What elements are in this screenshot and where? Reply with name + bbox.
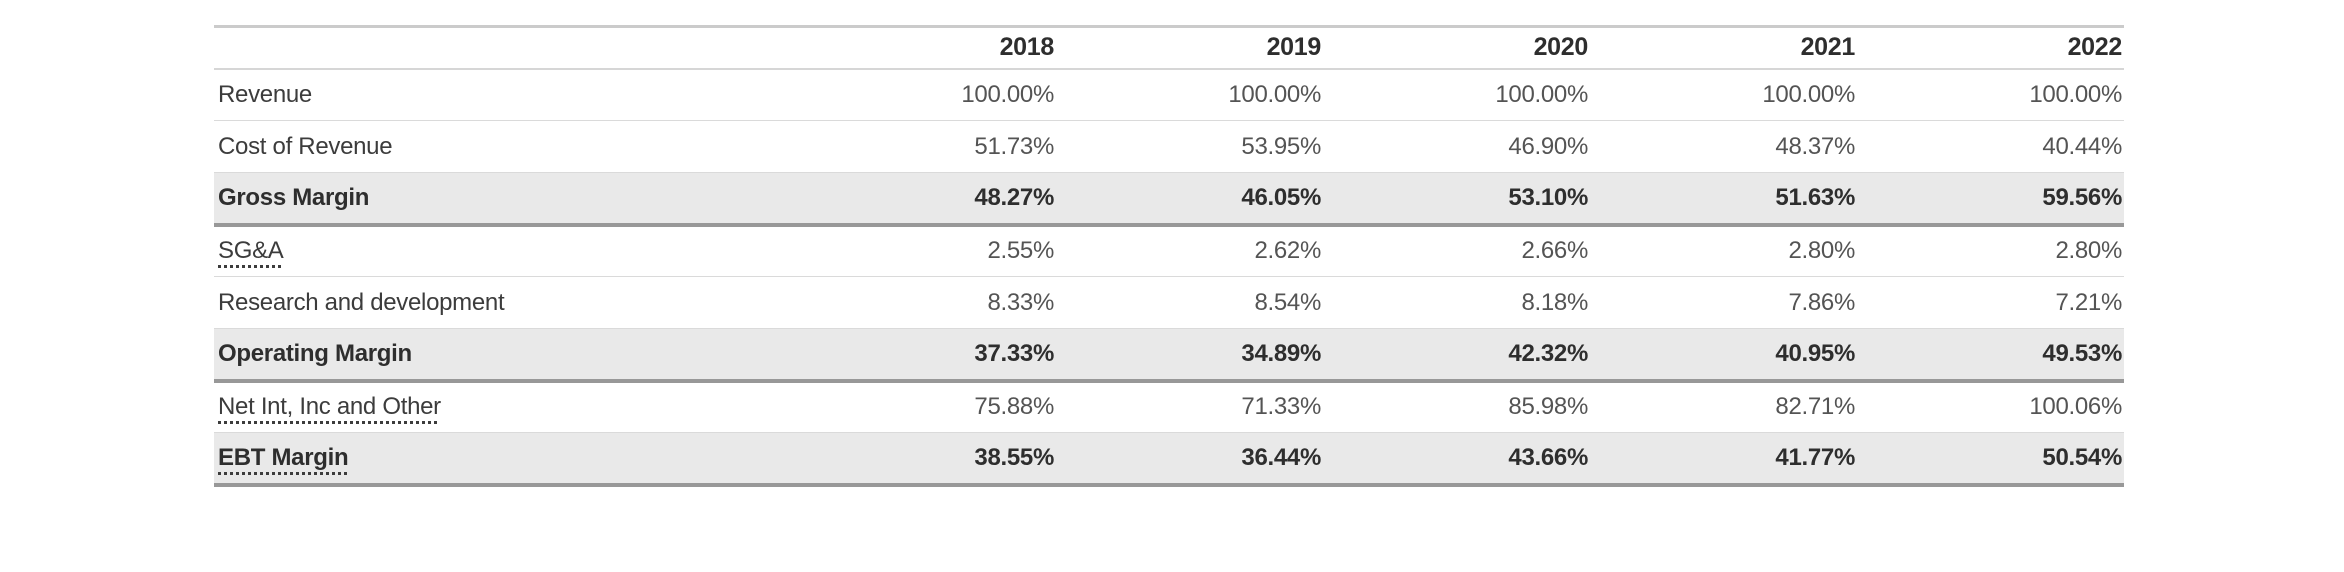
value-cell-revenue-2019: 100.00% <box>1056 68 1323 121</box>
table-row-research-and-development: Research and development 8.33% 8.54% 8.18% 7… <box>214 276 2124 329</box>
value-cell-sg-a-2019: 2.62% <box>1056 224 1323 277</box>
value-cell-research-and-development-2019: 8.54% <box>1056 276 1323 329</box>
table-row-sg-a: SG&A 2.55% 2.62% 2.66% 2.80% 2.80% <box>214 224 2124 277</box>
table-row-gross-margin: Gross Margin 48.27% 46.05% 53.10% 51.63% 59.5… <box>214 172 2124 227</box>
row-label-text: Revenue <box>218 80 312 108</box>
year-header-2021: 2021 <box>1590 25 1857 70</box>
year-header-2020: 2020 <box>1323 25 1590 70</box>
value-cell-ebt-margin-2019: 36.44% <box>1056 432 1323 487</box>
value-cell-net-int-inc-and-other-2022: 100.06% <box>1857 380 2124 433</box>
value-cell-operating-margin-2022: 49.53% <box>1857 328 2124 383</box>
row-label-operating-margin: Operating Margin <box>214 328 789 383</box>
value-cell-net-int-inc-and-other-2019: 71.33% <box>1056 380 1323 433</box>
value-cell-cost-of-revenue-2018: 51.73% <box>789 120 1056 173</box>
table-row-ebt-margin: EBT Margin 38.55% 36.44% 43.66% 41.77% 50.54% <box>214 432 2124 487</box>
value-cell-operating-margin-2020: 42.32% <box>1323 328 1590 383</box>
value-cell-revenue-2022: 100.00% <box>1857 68 2124 121</box>
value-cell-gross-margin-2021: 51.63% <box>1590 172 1857 227</box>
margin-analysis-table: 2018 2019 2020 2021 2022 Revenue 100.00% 100.0… <box>214 25 2124 487</box>
value-cell-revenue-2021: 100.00% <box>1590 68 1857 121</box>
value-cell-gross-margin-2018: 48.27% <box>789 172 1056 227</box>
term-tooltip-trigger[interactable]: Net Int, Inc and Other <box>218 393 441 421</box>
value-cell-operating-margin-2019: 34.89% <box>1056 328 1323 383</box>
value-cell-gross-margin-2020: 53.10% <box>1323 172 1590 227</box>
value-cell-revenue-2020: 100.00% <box>1323 68 1590 121</box>
value-cell-sg-a-2022: 2.80% <box>1857 224 2124 277</box>
value-cell-research-and-development-2022: 7.21% <box>1857 276 2124 329</box>
value-cell-sg-a-2020: 2.66% <box>1323 224 1590 277</box>
row-label-sg-a: SG&A <box>214 224 789 277</box>
value-cell-sg-a-2021: 2.80% <box>1590 224 1857 277</box>
value-cell-revenue-2018: 100.00% <box>789 68 1056 121</box>
table-row-cost-of-revenue: Cost of Revenue 51.73% 53.95% 46.90% 48.37% 4… <box>214 120 2124 173</box>
value-cell-cost-of-revenue-2022: 40.44% <box>1857 120 2124 173</box>
header-row: 2018 2019 2020 2021 2022 <box>214 25 2124 70</box>
row-label-cost-of-revenue: Cost of Revenue <box>214 120 789 173</box>
table-row-revenue: Revenue 100.00% 100.00% 100.00% 100.00% 100.0… <box>214 68 2124 121</box>
value-cell-gross-margin-2019: 46.05% <box>1056 172 1323 227</box>
table-row-net-int-inc-and-other: Net Int, Inc and Other 75.88% 71.33% 85.98%… <box>214 380 2124 433</box>
row-label-gross-margin: Gross Margin <box>214 172 789 227</box>
year-header-2022: 2022 <box>1857 25 2124 70</box>
value-cell-net-int-inc-and-other-2018: 75.88% <box>789 380 1056 433</box>
value-cell-cost-of-revenue-2019: 53.95% <box>1056 120 1323 173</box>
value-cell-operating-margin-2018: 37.33% <box>789 328 1056 383</box>
value-cell-cost-of-revenue-2020: 46.90% <box>1323 120 1590 173</box>
row-label-text: Gross Margin <box>218 183 370 211</box>
value-cell-ebt-margin-2018: 38.55% <box>789 432 1056 487</box>
row-label-ebt-margin: EBT Margin <box>214 432 789 487</box>
value-cell-ebt-margin-2022: 50.54% <box>1857 432 2124 487</box>
value-cell-cost-of-revenue-2021: 48.37% <box>1590 120 1857 173</box>
row-label-text: Cost of Revenue <box>218 132 393 160</box>
year-header-2018: 2018 <box>789 25 1056 70</box>
row-label-text: Operating Margin <box>218 339 412 367</box>
value-cell-research-and-development-2020: 8.18% <box>1323 276 1590 329</box>
row-label-net-int-inc-and-other: Net Int, Inc and Other <box>214 380 789 433</box>
value-cell-net-int-inc-and-other-2021: 82.71% <box>1590 380 1857 433</box>
row-label-research-and-development: Research and development <box>214 276 789 329</box>
value-cell-net-int-inc-and-other-2020: 85.98% <box>1323 380 1590 433</box>
value-cell-sg-a-2018: 2.55% <box>789 224 1056 277</box>
value-cell-research-and-development-2021: 7.86% <box>1590 276 1857 329</box>
term-tooltip-trigger[interactable]: SG&A <box>218 237 284 265</box>
value-cell-research-and-development-2018: 8.33% <box>789 276 1056 329</box>
term-tooltip-trigger[interactable]: EBT Margin <box>218 443 349 471</box>
value-cell-ebt-margin-2021: 41.77% <box>1590 432 1857 487</box>
value-cell-operating-margin-2021: 40.95% <box>1590 328 1857 383</box>
row-label-revenue: Revenue <box>214 68 789 121</box>
value-cell-ebt-margin-2020: 43.66% <box>1323 432 1590 487</box>
value-cell-gross-margin-2022: 59.56% <box>1857 172 2124 227</box>
row-label-text: Research and development <box>218 288 505 316</box>
table-body: Revenue 100.00% 100.00% 100.00% 100.00% 100.0… <box>214 68 2124 487</box>
table-row-operating-margin: Operating Margin 37.33% 34.89% 42.32% 40.95%… <box>214 328 2124 383</box>
year-header-2019: 2019 <box>1056 25 1323 70</box>
corner-cell <box>214 25 789 70</box>
